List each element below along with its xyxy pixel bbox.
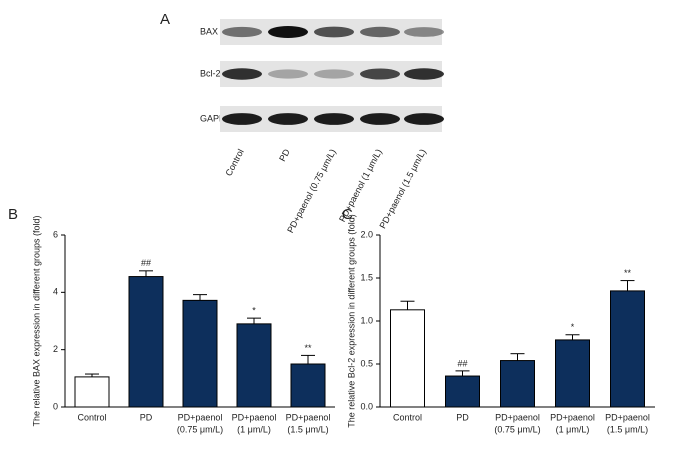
x-tick-label: Control [77,412,106,422]
bar [74,376,110,408]
y-tick-label: 6 [53,229,58,239]
x-tick-label: (1 μm/L) [556,424,590,434]
row-label: Bcl-2 [200,68,221,78]
blot-band [222,26,262,38]
lane-label: PD [277,147,292,163]
blot-band [314,69,354,79]
blot-band [222,113,262,125]
x-tick-label: PD+paenol [495,412,540,422]
row-label: GAPDH [200,113,232,123]
panel-label: B [8,206,18,223]
blot-band [222,68,262,80]
bar [290,363,326,408]
y-tick-label: 2 [53,344,58,354]
significance: * [252,306,256,316]
significance: * [571,322,575,332]
bar [128,276,164,408]
x-tick-label: PD+paenol [232,412,277,422]
x-tick-label: (0.75 μm/L) [177,424,223,434]
significance: ## [141,258,151,268]
bar [555,339,590,408]
blot-band [360,26,400,38]
y-axis-label: The relative Bcl-2 expression in differe… [346,214,356,427]
y-tick-label: 0.0 [360,401,373,411]
y-tick-label: 0 [53,401,58,411]
x-tick-label: (1 μm/L) [237,424,271,434]
panel-label: A [160,11,170,28]
x-tick-label: PD+paenol [178,412,223,422]
blot-band [268,69,308,79]
lane-label: PD+paenol (0.75 μm/L) [285,147,338,234]
y-tick-label: 1.5 [360,272,373,282]
x-tick-label: PD [140,412,153,422]
y-axis-label: The relative BAX expression in different… [31,216,41,427]
blot-band [404,68,444,80]
x-tick-label: PD+paenol [605,412,650,422]
bar [236,323,272,408]
panel-label: C [342,206,353,223]
significance: ## [457,358,467,368]
x-tick-label: PD+paenol [286,412,331,422]
y-tick-label: 2.0 [360,229,373,239]
lane-label: Control [223,147,245,177]
y-tick-label: 1.0 [360,315,373,325]
x-tick-label: (1.5 μm/L) [287,424,328,434]
blot-band [268,113,308,125]
blot-band [268,26,308,38]
x-tick-label: PD+paenol [550,412,595,422]
significance: ** [304,343,312,353]
x-tick-label: Control [393,412,422,422]
y-tick-label: 0.5 [360,358,373,368]
row-label: BAX [200,26,218,36]
blot-band [404,27,444,37]
bar [610,290,645,408]
bar [390,309,425,408]
blot-band [360,113,400,125]
x-tick-label: PD [456,412,469,422]
blot-band [404,113,444,125]
lane-label: PD+paenol (1.5 μm/L) [377,147,427,230]
blot-band [360,68,400,80]
bar [500,360,535,408]
y-tick-label: 4 [53,287,58,297]
x-tick-label: (0.75 μm/L) [494,424,540,434]
significance: ** [624,268,632,278]
x-tick-label: (1.5 μm/L) [607,424,648,434]
bar [182,299,218,408]
bar [445,375,480,408]
blot-band [314,113,354,125]
blot-band [314,26,354,38]
